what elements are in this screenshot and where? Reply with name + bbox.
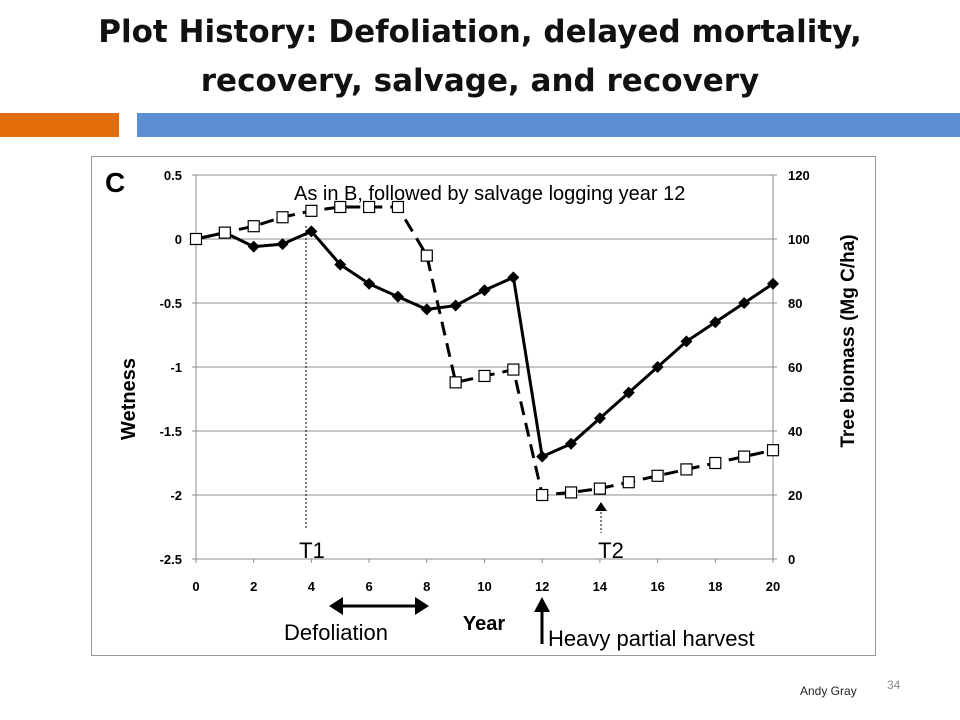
left-y-tick-label: -1	[170, 360, 182, 375]
left-y-tick-label: 0.5	[164, 168, 182, 183]
t2-arrow-head	[595, 502, 607, 511]
series-square-marker	[766, 444, 780, 457]
x-tick-label: 20	[766, 579, 780, 594]
series-square-marker	[593, 482, 606, 495]
series-square-marker	[218, 226, 231, 239]
accent-bar-blue	[137, 113, 960, 137]
x-tick-label: 2	[250, 579, 257, 594]
series-layer	[189, 200, 780, 502]
top-annotation: As in B, followed by salvage logging yea…	[294, 183, 685, 205]
series-square-marker	[420, 249, 433, 262]
series-diamond-marker	[709, 316, 722, 329]
annotation-layer	[305, 226, 607, 644]
series-diamond-marker	[651, 361, 664, 373]
series-square-marker	[363, 200, 376, 214]
series-square-marker	[680, 463, 693, 476]
series-diamond-marker	[420, 303, 433, 316]
series-diamond-marker	[305, 225, 318, 238]
page-number: 34	[887, 678, 901, 692]
series-square-marker	[247, 220, 260, 233]
harvest-arrow-head	[534, 597, 550, 612]
right-y-tick-label: 120	[788, 168, 810, 183]
slide-title-line-1: Plot History: Defoliation, delayed morta…	[98, 14, 862, 50]
t2-label: T2	[598, 538, 624, 563]
series-diamond-marker	[680, 335, 693, 348]
series-square-marker	[536, 488, 549, 502]
x-tick-label: 8	[423, 579, 430, 594]
series-diamond-marker	[363, 277, 376, 290]
right-y-tick-label: 40	[788, 424, 802, 439]
chart-text-layer: C As in B, followed by salvage logging y…	[105, 167, 859, 651]
x-axis-title: Year	[463, 613, 505, 635]
x-tick-label: 18	[708, 579, 722, 594]
accent-bar-orange	[0, 113, 119, 137]
right-y-tick-label: 60	[788, 360, 802, 375]
series-diamond-marker	[247, 240, 260, 253]
slide-title: Plot History: Defoliation, delayed morta…	[0, 8, 960, 106]
left-y-tick-label: 0	[175, 232, 182, 247]
x-tick-labels: 0 2 4 6 8 10 12 14 16 18 20	[192, 579, 780, 594]
series-square-marker	[507, 363, 520, 376]
left-y-tick-label: -1.5	[160, 424, 182, 439]
series-square-marker	[478, 369, 491, 383]
series-square-marker	[334, 200, 347, 214]
series-square-marker	[564, 486, 578, 499]
series-square-marker	[449, 376, 462, 389]
left-y-axis-title: Wetness	[118, 358, 140, 440]
gridlines	[192, 174, 777, 563]
series-line-dashed	[195, 205, 774, 497]
wetness-biomass-chart: 0 2 4 6 8 10 12 14 16 18 20 0.5 0 -0.5 -1 -1.5 -2 -2.5 1…	[105, 167, 859, 651]
series-square-marker	[622, 476, 635, 489]
right-y-tick-labels: 120 100 80 60 40 20 0	[788, 168, 810, 567]
t1-label: T1	[299, 538, 325, 563]
series-diamond-marker	[449, 299, 462, 312]
defoliation-arrow-left-head	[329, 597, 343, 615]
harvest-label: Heavy partial harvest	[548, 626, 755, 651]
x-tick-label: 14	[593, 579, 608, 594]
left-y-tick-label: -2	[170, 488, 182, 503]
series-diamond-marker	[478, 284, 491, 297]
right-y-tick-label: 20	[788, 488, 802, 503]
panel-label: C	[105, 167, 125, 198]
defoliation-label: Defoliation	[284, 620, 388, 645]
series-diamond-marker	[536, 450, 549, 463]
series-diamond-marker	[507, 271, 520, 284]
x-tick-label: 6	[365, 579, 372, 594]
series-diamond-marker	[565, 437, 578, 450]
series-diamond-marker	[738, 297, 751, 309]
plot-area-border	[195, 174, 774, 560]
series-square-marker	[276, 211, 289, 224]
series-square-marker	[651, 469, 664, 482]
x-tick-label: 16	[650, 579, 664, 594]
defoliation-arrow-right-head	[415, 597, 429, 615]
left-y-tick-label: -0.5	[160, 296, 182, 311]
series-square-marker	[189, 232, 203, 246]
left-y-tick-labels: 0.5 0 -0.5 -1 -1.5 -2 -2.5	[160, 168, 182, 567]
series-square-marker	[391, 200, 405, 214]
series-diamond-marker	[276, 238, 289, 251]
right-y-axis-title: Tree biomass (Mg C/ha)	[838, 234, 859, 447]
x-tick-label: 4	[308, 579, 316, 594]
series-square-marker	[709, 456, 722, 470]
x-tick-label: 0	[192, 579, 199, 594]
author-name: Andy Gray	[800, 684, 857, 698]
right-y-tick-label: 100	[788, 232, 810, 247]
right-y-tick-label: 0	[788, 552, 795, 567]
series-diamond-marker	[593, 412, 606, 425]
series-diamond-marker	[622, 386, 635, 399]
series-square-marker	[305, 204, 318, 217]
series-diamond-marker	[334, 258, 347, 271]
series-diamond-marker	[767, 277, 779, 290]
left-y-tick-label: -2.5	[160, 552, 182, 567]
series-square-marker	[738, 450, 751, 463]
right-y-tick-label: 80	[788, 296, 802, 311]
x-tick-label: 10	[477, 579, 491, 594]
slide-title-line-2: recovery, salvage, and recovery	[200, 63, 760, 99]
series-diamond-marker	[391, 290, 404, 303]
x-tick-label: 12	[535, 579, 549, 594]
